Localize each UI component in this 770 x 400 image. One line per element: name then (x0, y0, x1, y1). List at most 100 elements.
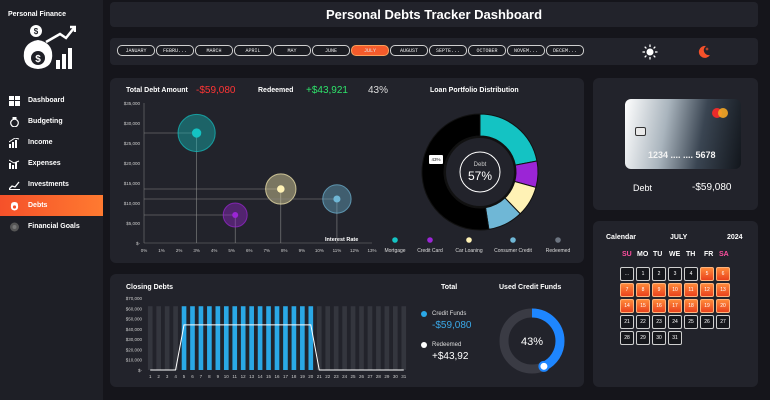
month-button-2[interactable]: FEBRU... (156, 45, 194, 56)
bar-credit-19 (300, 306, 305, 370)
x-tick-label: 19 (300, 374, 306, 379)
redeemed-value: +$43,921 (306, 85, 348, 96)
calendar-day[interactable]: 3 (668, 267, 682, 281)
svg-text:$: $ (35, 54, 41, 65)
income-icon (8, 137, 20, 148)
sidebar-item-dashboard[interactable]: Dashboard (0, 90, 103, 111)
x-tick-label: 11% (333, 248, 342, 253)
x-tick-label: 27 (367, 374, 373, 379)
sidebar-item-income[interactable]: Income (0, 132, 103, 153)
portfolio-legend: Mortgage Credit Card Car Loaning Consumer C… (384, 237, 570, 254)
calendar-day[interactable]: 25 (684, 315, 698, 329)
calendar-day[interactable]: 31 (668, 331, 682, 345)
month-button-7[interactable]: JULY (351, 45, 389, 56)
calendar-day[interactable]: 1 (636, 267, 650, 281)
redeemed-line (150, 324, 404, 371)
calendar-day[interactable]: 8 (636, 283, 650, 297)
calendar-day[interactable]: 27 (716, 315, 730, 329)
card-number: 1234 .... .... 5678 (648, 150, 716, 160)
calendar-day[interactable]: 24 (668, 315, 682, 329)
bar-empty-23 (333, 306, 339, 370)
calendar-day[interactable]: 22 (636, 315, 650, 329)
month-button-9[interactable]: SEPTE... (429, 45, 467, 56)
redeemed-dot-icon (421, 342, 427, 348)
calendar-day[interactable]: 14 (620, 299, 634, 313)
sidebar-item-budgeting[interactable]: Budgeting (0, 111, 103, 132)
calendar-day[interactable]: 28 (620, 331, 634, 345)
calendar-day[interactable]: 10 (668, 283, 682, 297)
calendar-day[interactable]: 29 (636, 331, 650, 345)
bar-credit-20 (308, 306, 314, 370)
calendar-day[interactable]: 30 (652, 331, 666, 345)
month-button-3[interactable]: MARCH (195, 45, 233, 56)
month-button-12[interactable]: DECEM... (546, 45, 584, 56)
x-tick-label: 7 (200, 374, 203, 379)
calendar-day[interactable]: 9 (652, 283, 666, 297)
bar-credit-9 (215, 306, 221, 370)
calendar-day[interactable]: 11 (684, 283, 698, 297)
month-button-1[interactable]: JANUARY (117, 45, 155, 56)
calendar-day[interactable]: 4 (684, 267, 698, 281)
month-button-6[interactable]: JUNE (312, 45, 350, 56)
redeemed-legend-dot (555, 237, 561, 243)
month-button-8[interactable]: AUGUST (390, 45, 428, 56)
x-tick-label: 4% (211, 248, 218, 253)
calendar-grid: ... 1 2 3 4 5 6 7 8 9 10 11 12 13 14 15 16 17 18 19 20 21 22 23… (620, 267, 730, 345)
bar-empty-21 (316, 306, 322, 370)
calendar-day[interactable]: 5 (700, 267, 714, 281)
calendar-day[interactable]: 15 (636, 299, 650, 313)
calendar-day[interactable]: 21 (620, 315, 634, 329)
money-bag-logo-icon: $ $ (23, 25, 76, 69)
calendar-day[interactable]: ... (620, 267, 634, 281)
calendar-day[interactable]: 17 (668, 299, 682, 313)
x-tick-label: 29 (384, 374, 390, 379)
calendar-day[interactable]: 13 (716, 283, 730, 297)
bubble-chart: $- $5,000 $10,000 $15,000 $20,000 $25,000 $30,… (124, 101, 377, 253)
total-title: Total (441, 284, 458, 291)
y-tick-label: $70,000 (126, 296, 143, 301)
sidebar-item-expenses[interactable]: Expenses (0, 153, 103, 174)
month-button-11[interactable]: NOVEM... (507, 45, 545, 56)
y-tick-label: $35,000 (124, 101, 141, 106)
closing-debts-title: Closing Debts (126, 284, 174, 291)
y-tick-label: $40,000 (126, 327, 143, 332)
calendar-day[interactable]: 19 (700, 299, 714, 313)
moon-icon[interactable] (697, 45, 711, 59)
x-tick-label: 12% (350, 248, 359, 253)
sidebar-item-financial-goals[interactable]: Financial Goals (0, 216, 103, 237)
y-tick-label: $- (136, 241, 141, 246)
x-tick-label: 7% (264, 248, 271, 253)
calendar-day[interactable]: 2 (652, 267, 666, 281)
car-loaning-bubble-core (277, 185, 285, 193)
x-tick-label: 18 (291, 374, 297, 379)
portfolio-title: Loan Portfolio Distribution (430, 87, 519, 94)
month-button-5[interactable]: MAY (273, 45, 311, 56)
debts-icon (8, 201, 20, 211)
bar-empty-25 (350, 306, 356, 370)
sidebar-item-investments[interactable]: Investments (0, 174, 103, 195)
x-tick-label: 9% (299, 248, 306, 253)
mortgage-legend-label: Mortgage (384, 248, 405, 254)
sidebar-item-debts[interactable]: Debts (0, 195, 103, 216)
calendar-day[interactable]: 12 (700, 283, 714, 297)
calendar-day[interactable]: 7 (620, 283, 634, 297)
sidebar-item-label: Expenses (28, 160, 61, 167)
calendar-day[interactable]: 18 (684, 299, 698, 313)
calendar-day[interactable]: 23 (652, 315, 666, 329)
dashboard-icon (8, 95, 20, 106)
bar-credit-5 (181, 306, 187, 370)
sun-icon[interactable] (642, 44, 658, 60)
y-tick-label: $5,000 (126, 221, 140, 226)
x-tick-label: 30 (393, 374, 399, 379)
card-debt-value: -$59,080 (692, 182, 732, 193)
calendar-day[interactable]: 16 (652, 299, 666, 313)
mastercard-logo-icon (712, 108, 722, 118)
calendar-day[interactable]: 20 (716, 299, 730, 313)
x-tick-label: 8% (281, 248, 288, 253)
month-button-10[interactable]: OCTOBER (468, 45, 506, 56)
mastercard-logo-icon-2 (718, 108, 728, 118)
calendar-day[interactable]: 6 (716, 267, 730, 281)
month-button-4[interactable]: APRIL (234, 45, 272, 56)
calendar-day[interactable]: 26 (700, 315, 714, 329)
x-tick-label: 20 (308, 374, 314, 379)
